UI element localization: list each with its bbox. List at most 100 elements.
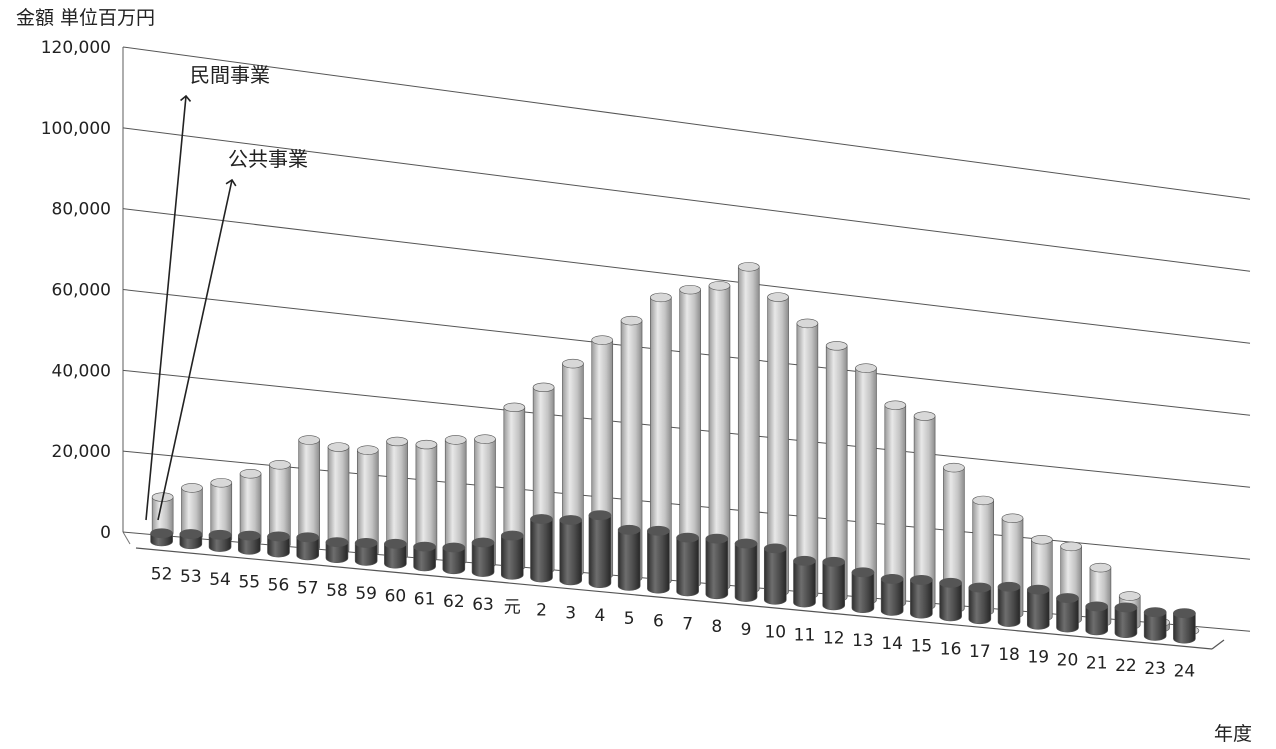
bar-public — [237, 530, 261, 555]
x-tick-label: 22 — [1115, 656, 1137, 676]
x-tick-label: 14 — [881, 634, 903, 654]
bar-public — [500, 530, 524, 580]
bar-public — [208, 529, 232, 552]
x-tick-label: 58 — [326, 581, 348, 601]
y-tick-label: 80,000 — [52, 200, 111, 220]
bar-public — [676, 532, 699, 597]
y-tick-label: 0 — [100, 523, 111, 543]
x-tick-label: 4 — [595, 606, 606, 626]
bar-public — [910, 575, 933, 619]
y-axis: 0 20,000 40,000 60,000 80,000 100,000 120,000 — [41, 38, 111, 543]
bar-public — [559, 515, 583, 586]
side-floor-edge — [122, 531, 131, 545]
bar-public — [384, 538, 407, 569]
bar-public — [1026, 584, 1050, 630]
x-tick-label: 60 — [385, 587, 407, 607]
bar-public — [880, 574, 904, 616]
x-tick-label: 63 — [472, 595, 494, 615]
y-tick-label: 20,000 — [52, 442, 111, 462]
x-tick-label: 15 — [911, 637, 933, 657]
bar-public — [588, 510, 612, 588]
bar-private — [181, 483, 203, 541]
x-tick-label: 18 — [998, 645, 1020, 665]
y-tick-label: 120,000 — [41, 38, 111, 58]
floor-front-edge — [135, 547, 1213, 650]
x-tick-label: 57 — [297, 578, 319, 598]
x-tick-label: 62 — [443, 592, 465, 612]
bar-public — [968, 582, 992, 625]
x-tick-label: 10 — [764, 623, 786, 643]
bar-public — [705, 533, 729, 600]
floor-right-edge — [1211, 639, 1225, 650]
bar-private — [913, 411, 936, 611]
annotation-label-private: 民間事業 — [190, 63, 270, 87]
annotation-public: 公共事業 — [157, 147, 308, 521]
x-tick-label: 8 — [711, 617, 722, 637]
bar-public — [413, 541, 436, 572]
x-axis: 52 53 54 55 56 57 58 59 60 61 62 63 元 2 3 4 5 6 7 8 9 10 11 12 1… — [151, 564, 1195, 681]
bar-public — [763, 543, 787, 605]
series-public-bars — [150, 510, 1196, 644]
x-tick-label: 20 — [1057, 651, 1079, 671]
bar-public — [1114, 602, 1138, 638]
bar-public — [530, 514, 553, 583]
x-tick-label: 54 — [209, 570, 231, 590]
bar-private — [474, 434, 496, 569]
x-tick-label: 13 — [852, 631, 874, 651]
bar-public — [296, 532, 320, 561]
x-tick-label: 61 — [414, 589, 436, 609]
bar-public — [793, 555, 816, 608]
x-tick-label: 9 — [741, 620, 752, 640]
bar-public — [471, 537, 495, 577]
bar-private — [356, 445, 379, 558]
x-tick-label: 16 — [940, 639, 962, 659]
bar-public — [822, 556, 846, 611]
gridline — [122, 208, 1251, 344]
bar-private — [708, 281, 731, 591]
bar-public — [267, 531, 290, 558]
y-tick-label: 40,000 — [52, 361, 111, 381]
gridline — [122, 127, 1251, 272]
x-tick-label: 17 — [969, 642, 991, 662]
bar-public — [1173, 608, 1196, 644]
x-tick-label: 56 — [268, 576, 290, 596]
bar-private — [269, 460, 291, 550]
x-tick-label: 52 — [151, 564, 173, 584]
bar-public — [1085, 601, 1109, 636]
bar-public — [617, 524, 641, 591]
bar-public — [1143, 607, 1167, 641]
bar-public — [1056, 593, 1079, 633]
bar-public — [939, 577, 962, 622]
annotation-private: 民間事業 — [145, 63, 270, 521]
bar-public — [997, 581, 1021, 627]
annotation-label-public: 公共事業 — [228, 147, 308, 171]
x-tick-label: 元 — [504, 598, 521, 618]
x-tick-label: 6 — [653, 612, 664, 632]
bar-public — [179, 529, 203, 550]
x-tick-label: 2 — [536, 601, 547, 621]
annotation-arrow-public — [157, 178, 237, 521]
bar-public — [647, 525, 670, 594]
x-tick-label: 21 — [1086, 653, 1108, 673]
bar-public — [734, 538, 758, 602]
x-tick-label: 59 — [355, 584, 377, 604]
annotation-arrow-private — [145, 94, 192, 521]
bar-private — [386, 436, 408, 561]
bar-public — [150, 528, 173, 547]
x-tick-label: 55 — [238, 573, 260, 593]
bar-public — [851, 567, 875, 613]
x-tick-label: 5 — [624, 609, 635, 629]
x-tick-label: 7 — [682, 614, 693, 634]
bar-public — [442, 542, 466, 575]
y-tick-label: 60,000 — [52, 281, 111, 301]
x-tick-label: 53 — [180, 567, 202, 587]
y-tick-label: 100,000 — [41, 119, 111, 139]
x-tick-label: 24 — [1174, 662, 1196, 682]
x-tick-label: 12 — [823, 628, 845, 648]
x-tick-label: 11 — [794, 626, 816, 646]
unit-label: 金額 単位百万円 — [16, 7, 155, 29]
bar-public — [325, 537, 349, 563]
bar-private — [444, 435, 467, 566]
x-tick-label: 19 — [1027, 648, 1049, 668]
